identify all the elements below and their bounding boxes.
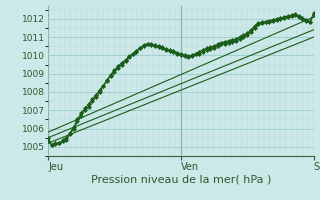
X-axis label: Pression niveau de la mer( hPa ): Pression niveau de la mer( hPa ) [91, 174, 271, 184]
